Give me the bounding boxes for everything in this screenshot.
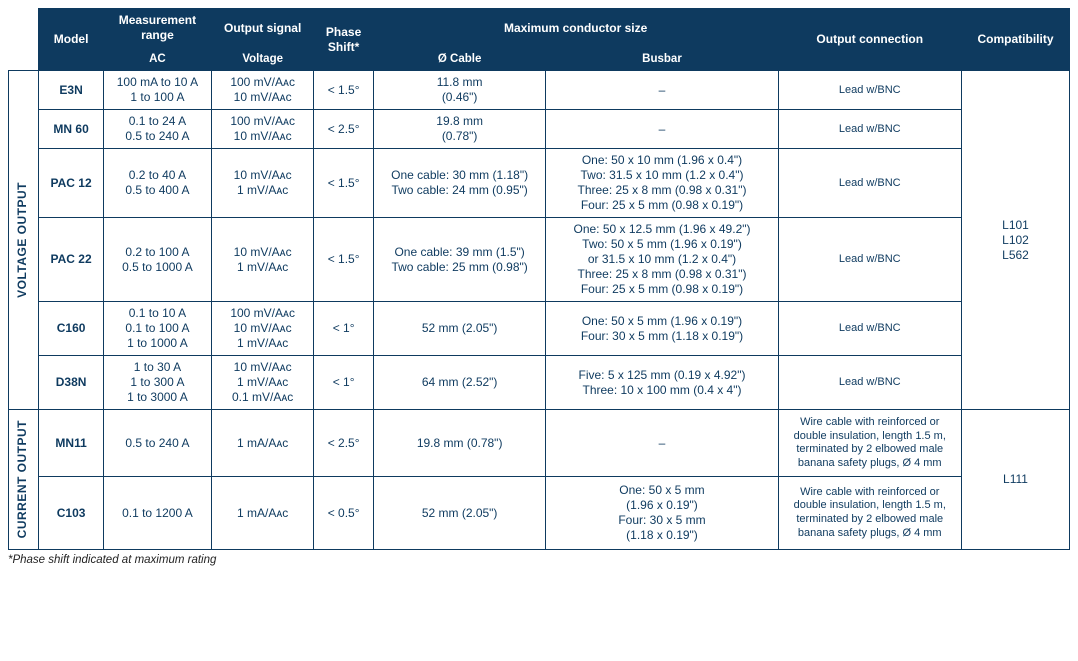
cell-connection: Lead w/BNC <box>778 149 961 218</box>
table-row: D38N1 to 30 A1 to 300 A1 to 3000 A10 mV/… <box>9 356 1070 410</box>
cell-model: PAC 22 <box>39 218 104 302</box>
subheader-busbar: Busbar <box>546 48 778 71</box>
cell-phase: < 1.5° <box>314 218 373 302</box>
cell-cable: 64 mm (2.52") <box>373 356 546 410</box>
table-row: VOLTAGE OUTPUTE3N100 mA to 10 A1 to 100 … <box>9 71 1070 110</box>
cell-model: MN 60 <box>39 110 104 149</box>
cell-model: PAC 12 <box>39 149 104 218</box>
cell-cable: 19.8 mm(0.78") <box>373 110 546 149</box>
cell-connection: Lead w/BNC <box>778 71 961 110</box>
cell-compatibility: L101L102L562 <box>962 71 1070 410</box>
header-output-signal: Output signal <box>211 9 314 48</box>
table-row: MN 600.1 to 24 A0.5 to 240 A100 mV/Aᴀᴄ10… <box>9 110 1070 149</box>
cell-cable: 11.8 mm(0.46") <box>373 71 546 110</box>
cell-busbar: – <box>546 71 778 110</box>
cell-range: 1 to 30 A1 to 300 A1 to 3000 A <box>103 356 211 410</box>
header-phase-shift: Phase Shift* <box>314 9 373 71</box>
subheader-cable: Ø Cable <box>373 48 546 71</box>
cell-connection: Lead w/BNC <box>778 302 961 356</box>
cell-cable: 19.8 mm (0.78") <box>373 410 546 477</box>
cell-range: 100 mA to 10 A1 to 100 A <box>103 71 211 110</box>
cell-connection: Wire cable with reinforced or double ins… <box>778 410 961 477</box>
section-label: CURRENT OUTPUT <box>9 410 39 549</box>
section-label: VOLTAGE OUTPUT <box>9 71 39 410</box>
cell-signal: 100 mV/Aᴀᴄ10 mV/Aᴀᴄ <box>211 71 314 110</box>
cell-range: 0.2 to 100 A0.5 to 1000 A <box>103 218 211 302</box>
cell-busbar: – <box>546 110 778 149</box>
subheader-voltage: Voltage <box>211 48 314 71</box>
cell-phase: < 1° <box>314 302 373 356</box>
cell-model: D38N <box>39 356 104 410</box>
cell-cable: One cable: 30 mm (1.18")Two cable: 24 mm… <box>373 149 546 218</box>
header-max-conductor: Maximum conductor size <box>373 9 778 48</box>
cell-phase: < 0.5° <box>314 477 373 549</box>
table-row: PAC 120.2 to 40 A0.5 to 400 A10 mV/Aᴀᴄ1 … <box>9 149 1070 218</box>
cell-busbar: One: 50 x 5 mm(1.96 x 0.19")Four: 30 x 5… <box>546 477 778 549</box>
cell-model: MN11 <box>39 410 104 477</box>
cell-model: C103 <box>39 477 104 549</box>
cell-phase: < 1.5° <box>314 71 373 110</box>
cell-model: E3N <box>39 71 104 110</box>
cell-phase: < 2.5° <box>314 110 373 149</box>
header-compatibility: Compatibility <box>962 9 1070 71</box>
blank-corner <box>9 9 39 48</box>
header-output-connection: Output connection <box>778 9 961 71</box>
cell-range: 0.1 to 24 A0.5 to 240 A <box>103 110 211 149</box>
cell-busbar: – <box>546 410 778 477</box>
cell-connection: Lead w/BNC <box>778 218 961 302</box>
footnote: *Phase shift indicated at maximum rating <box>8 554 1070 566</box>
cell-busbar: One: 50 x 5 mm (1.96 x 0.19")Four: 30 x … <box>546 302 778 356</box>
cell-phase: < 1.5° <box>314 149 373 218</box>
cell-busbar: One: 50 x 12.5 mm (1.96 x 49.2")Two: 50 … <box>546 218 778 302</box>
table-row: PAC 220.2 to 100 A0.5 to 1000 A10 mV/Aᴀᴄ… <box>9 218 1070 302</box>
cell-phase: < 1° <box>314 356 373 410</box>
cell-busbar: Five: 5 x 125 mm (0.19 x 4.92")Three: 10… <box>546 356 778 410</box>
cell-signal: 100 mV/Aᴀᴄ10 mV/Aᴀᴄ <box>211 110 314 149</box>
cell-compatibility: L111 <box>962 410 1070 549</box>
cell-signal: 1 mA/Aᴀᴄ <box>211 477 314 549</box>
cell-range: 0.1 to 1200 A <box>103 477 211 549</box>
table-row: CURRENT OUTPUTMN110.5 to 240 A1 mA/Aᴀᴄ< … <box>9 410 1070 477</box>
cell-signal: 10 mV/Aᴀᴄ1 mV/Aᴀᴄ <box>211 218 314 302</box>
cell-range: 0.2 to 40 A0.5 to 400 A <box>103 149 211 218</box>
cell-cable: 52 mm (2.05") <box>373 477 546 549</box>
header-measurement-range: Measurement range <box>103 9 211 48</box>
cell-busbar: One: 50 x 10 mm (1.96 x 0.4")Two: 31.5 x… <box>546 149 778 218</box>
cell-connection: Wire cable with reinforced or double ins… <box>778 477 961 549</box>
cell-model: C160 <box>39 302 104 356</box>
subheader-ac: AC <box>103 48 211 71</box>
cell-signal: 10 mV/Aᴀᴄ1 mV/Aᴀᴄ <box>211 149 314 218</box>
cell-signal: 100 mV/Aᴀᴄ10 mV/Aᴀᴄ1 mV/Aᴀᴄ <box>211 302 314 356</box>
header-model: Model <box>39 9 104 71</box>
blank-corner2 <box>9 48 39 71</box>
cell-cable: 52 mm (2.05") <box>373 302 546 356</box>
cell-signal: 10 mV/Aᴀᴄ1 mV/Aᴀᴄ0.1 mV/Aᴀᴄ <box>211 356 314 410</box>
cell-signal: 1 mA/Aᴀᴄ <box>211 410 314 477</box>
cell-phase: < 2.5° <box>314 410 373 477</box>
cell-connection: Lead w/BNC <box>778 356 961 410</box>
spec-table: Model Measurement range Output signal Ph… <box>8 8 1070 550</box>
cell-range: 0.5 to 240 A <box>103 410 211 477</box>
table-row: C1600.1 to 10 A0.1 to 100 A1 to 1000 A10… <box>9 302 1070 356</box>
cell-range: 0.1 to 10 A0.1 to 100 A1 to 1000 A <box>103 302 211 356</box>
table-row: C1030.1 to 1200 A1 mA/Aᴀᴄ< 0.5°52 mm (2.… <box>9 477 1070 549</box>
cell-cable: One cable: 39 mm (1.5")Two cable: 25 mm … <box>373 218 546 302</box>
cell-connection: Lead w/BNC <box>778 110 961 149</box>
